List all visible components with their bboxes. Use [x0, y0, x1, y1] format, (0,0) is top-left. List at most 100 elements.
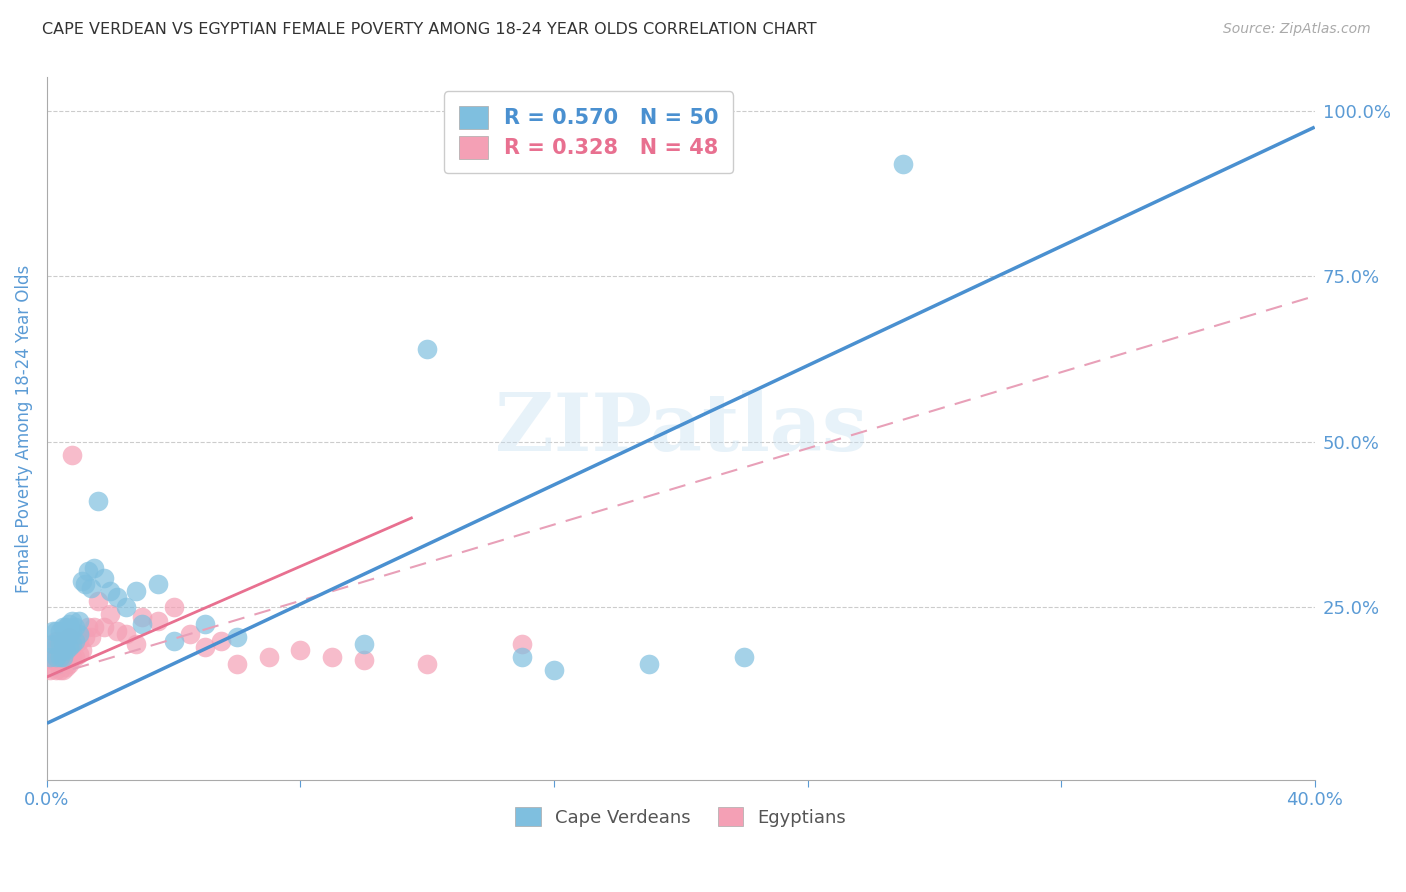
- Point: [60, 448, 83, 462]
- Point: [77, 564, 100, 578]
- Point: [353, 637, 375, 651]
- Point: [98, 607, 121, 621]
- Point: [638, 657, 661, 671]
- Point: [65, 650, 87, 665]
- Point: [58, 643, 80, 657]
- Point: [65, 620, 87, 634]
- Point: [45, 624, 67, 638]
- Point: [48, 637, 70, 651]
- Point: [510, 637, 533, 651]
- Point: [39, 663, 62, 677]
- Point: [416, 342, 439, 356]
- Point: [42, 643, 65, 657]
- Point: [55, 620, 77, 634]
- Point: [52, 633, 75, 648]
- Point: [55, 633, 77, 648]
- Point: [86, 593, 108, 607]
- Point: [60, 614, 83, 628]
- Point: [55, 660, 77, 674]
- Point: [543, 663, 565, 677]
- Point: [73, 630, 96, 644]
- Point: [48, 650, 70, 665]
- Point: [42, 624, 65, 638]
- Point: [45, 650, 67, 665]
- Point: [131, 616, 153, 631]
- Point: [70, 574, 93, 588]
- Point: [60, 637, 83, 651]
- Point: [58, 657, 80, 671]
- Point: [58, 627, 80, 641]
- Point: [55, 643, 77, 657]
- Point: [83, 620, 105, 634]
- Point: [52, 643, 75, 657]
- Point: [77, 620, 100, 634]
- Point: [73, 577, 96, 591]
- Point: [67, 614, 90, 628]
- Point: [45, 633, 67, 648]
- Point: [80, 630, 103, 644]
- Point: [733, 650, 755, 665]
- Point: [58, 616, 80, 631]
- Point: [93, 620, 115, 634]
- Point: [226, 630, 249, 644]
- Text: CAPE VERDEAN VS EGYPTIAN FEMALE POVERTY AMONG 18-24 YEAR OLDS CORRELATION CHART: CAPE VERDEAN VS EGYPTIAN FEMALE POVERTY …: [42, 22, 817, 37]
- Point: [290, 643, 312, 657]
- Point: [52, 620, 75, 634]
- Point: [209, 633, 232, 648]
- Point: [55, 633, 77, 648]
- Point: [194, 616, 217, 631]
- Point: [58, 640, 80, 654]
- Point: [48, 663, 70, 677]
- Point: [67, 627, 90, 641]
- Text: Source: ZipAtlas.com: Source: ZipAtlas.com: [1223, 22, 1371, 37]
- Point: [48, 633, 70, 648]
- Point: [115, 627, 138, 641]
- Point: [67, 633, 90, 648]
- Point: [60, 650, 83, 665]
- Y-axis label: Female Poverty Among 18-24 Year Olds: Female Poverty Among 18-24 Year Olds: [15, 264, 32, 592]
- Point: [52, 650, 75, 665]
- Point: [163, 633, 186, 648]
- Point: [226, 657, 249, 671]
- Point: [353, 653, 375, 667]
- Point: [131, 610, 153, 624]
- Point: [52, 650, 75, 665]
- Point: [257, 650, 280, 665]
- Point: [65, 633, 87, 648]
- Point: [321, 650, 343, 665]
- Point: [39, 650, 62, 665]
- Point: [52, 633, 75, 648]
- Point: [194, 640, 217, 654]
- Point: [67, 647, 90, 661]
- Point: [179, 627, 201, 641]
- Point: [42, 653, 65, 667]
- Point: [60, 624, 83, 638]
- Text: ZIPatlas: ZIPatlas: [495, 390, 868, 467]
- Point: [58, 630, 80, 644]
- Point: [52, 663, 75, 677]
- Point: [124, 637, 146, 651]
- Point: [45, 637, 67, 651]
- Point: [70, 643, 93, 657]
- Point: [45, 650, 67, 665]
- Point: [45, 663, 67, 677]
- Point: [146, 614, 169, 628]
- Point: [98, 583, 121, 598]
- Point: [65, 633, 87, 648]
- Point: [48, 624, 70, 638]
- Point: [115, 600, 138, 615]
- Point: [55, 647, 77, 661]
- Point: [105, 591, 128, 605]
- Point: [86, 494, 108, 508]
- Point: [163, 600, 186, 615]
- Legend: Cape Verdeans, Egyptians: Cape Verdeans, Egyptians: [508, 799, 853, 834]
- Point: [80, 581, 103, 595]
- Point: [105, 624, 128, 638]
- Point: [48, 650, 70, 665]
- Point: [83, 560, 105, 574]
- Point: [510, 650, 533, 665]
- Point: [124, 583, 146, 598]
- Point: [146, 577, 169, 591]
- Point: [93, 571, 115, 585]
- Point: [42, 637, 65, 651]
